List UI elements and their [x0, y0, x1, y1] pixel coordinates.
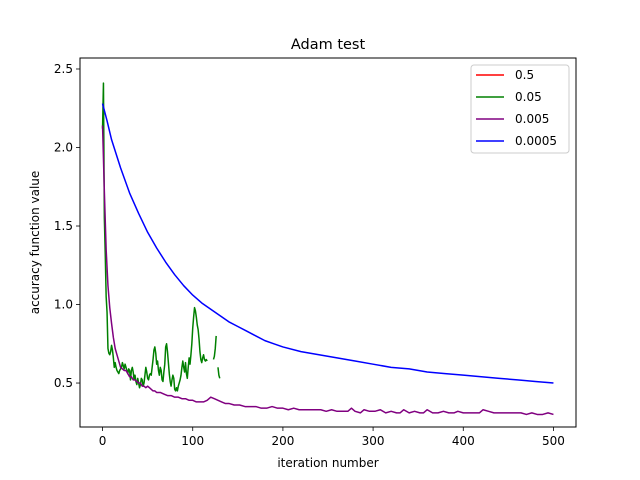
legend: 0.5 0.05 0.005 0.0005	[470, 64, 570, 154]
plot-frame	[79, 57, 577, 428]
series-line-2	[101, 125, 554, 416]
x-tick-label: 500	[542, 434, 565, 448]
x-tick-label: 200	[271, 434, 294, 448]
x-tick-label: 300	[362, 434, 385, 448]
legend-label-3: 0.0005	[515, 134, 557, 148]
series-line-1	[101, 82, 221, 392]
chart-title: Adam test	[291, 37, 366, 53]
legend-box	[470, 64, 570, 154]
y-tick-label: 1.5	[54, 219, 73, 233]
series-layer	[101, 82, 554, 416]
y-axis-label: accuracy function value	[28, 171, 42, 315]
legend-label-0: 0.5	[515, 68, 534, 82]
legend-label-1: 0.05	[515, 90, 542, 104]
x-tick-label: 100	[181, 434, 204, 448]
x-axis-label: iteration number	[277, 456, 378, 470]
legend-label-2: 0.005	[515, 112, 549, 126]
y-tick-label: 2.5	[54, 62, 73, 76]
y-axis: 0.5 1.0 1.5 2.0 2.5	[54, 62, 80, 390]
y-tick-label: 2.0	[54, 141, 73, 155]
y-tick-label: 1.0	[54, 298, 73, 312]
series-line-3	[101, 103, 554, 384]
x-tick-label: 400	[452, 434, 475, 448]
x-tick-label: 0	[99, 434, 107, 448]
x-axis: 0 100 200 300 400 500	[99, 427, 565, 448]
y-tick-label: 0.5	[54, 376, 73, 390]
